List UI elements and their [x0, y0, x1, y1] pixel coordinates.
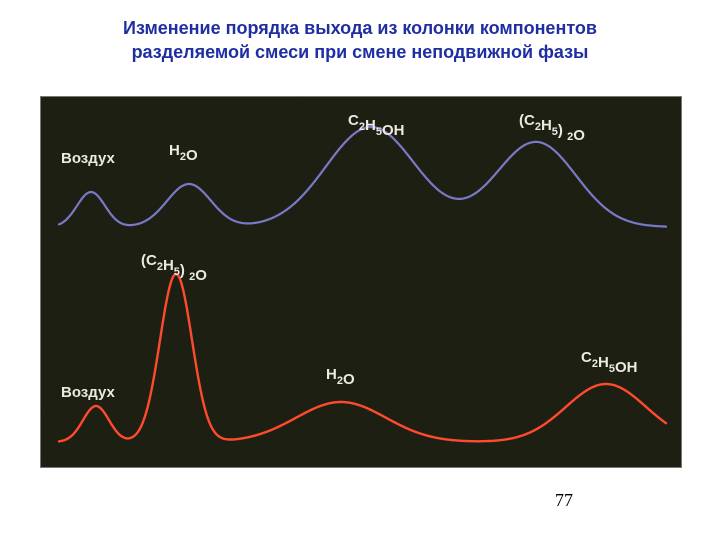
page-number: 77 [555, 490, 573, 511]
page-title: Изменение порядка выхода из колонки комп… [0, 16, 720, 65]
title-line-2: разделяемой смеси при смене неподвижной … [132, 42, 589, 62]
title-line-1: Изменение порядка выхода из колонки комп… [123, 18, 597, 38]
peak-label: Воздух [61, 384, 115, 401]
chromatogram-chart: ВоздухH2OC2H5OH(C2H5) 2OВоздух(C2H5) 2OH… [40, 96, 682, 468]
peak-label: Воздух [61, 150, 115, 167]
slide: Изменение порядка выхода из колонки комп… [0, 0, 720, 540]
chromatogram-svg: ВоздухH2OC2H5OH(C2H5) 2OВоздух(C2H5) 2OH… [41, 97, 681, 467]
